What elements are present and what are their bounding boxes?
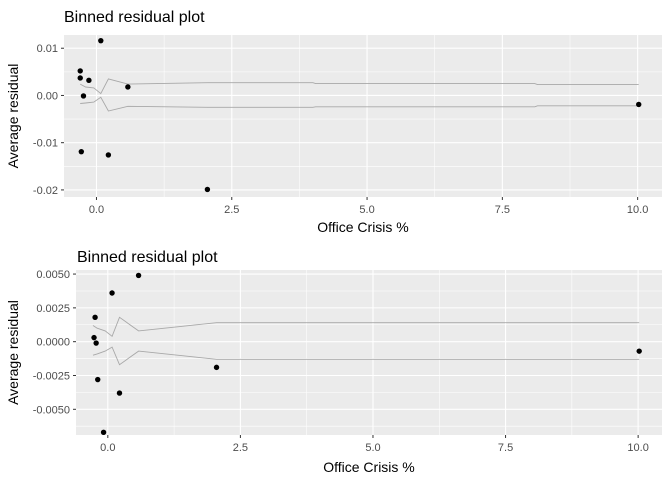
chart-title: Binned residual plot — [77, 249, 218, 266]
data-point — [98, 37, 104, 44]
data-point — [636, 348, 642, 354]
x-tick-label: 5.0 — [359, 204, 374, 216]
chart-panel-2: 0.0 2.5 5.0 7.5 10.0 -0.0050 -0.0025 0.0000 0.00… — [5, 249, 662, 475]
chart-panel-1: 0.0 2.5 5.0 7.5 10.0 -0.02 -0.01 0.00 0.01 Binned… — [5, 9, 662, 235]
data-point — [213, 364, 220, 371]
x-tick-label: 5.0 — [365, 442, 380, 454]
x-tick-label: 0.0 — [89, 204, 104, 216]
chart-title: Binned residual plot — [64, 9, 205, 26]
data-point — [77, 75, 83, 81]
data-point — [91, 334, 97, 341]
x-tick-label: 2.5 — [233, 442, 248, 454]
error-band-upper — [79, 78, 639, 95]
data-point — [100, 429, 107, 435]
x-tick-label: 10.0 — [627, 204, 648, 216]
plot-background — [64, 35, 662, 197]
error-band-lower — [80, 96, 639, 112]
y-tick-label: -0.01 — [33, 138, 58, 150]
data-point — [95, 376, 101, 383]
error-band-lower — [92, 346, 640, 366]
data-point — [125, 84, 131, 90]
x-tick-label: 0.0 — [100, 442, 115, 454]
y-tick-label: 0.00 — [37, 90, 58, 102]
x-axis-label: Office Crisis % — [317, 219, 409, 235]
y-tick-label: 0.0025 — [36, 303, 70, 315]
data-point — [77, 68, 83, 74]
data-point — [109, 290, 115, 296]
y-tick-label: -0.0050 — [33, 404, 70, 416]
data-point — [116, 390, 123, 396]
x-tick-label: 7.5 — [495, 204, 510, 216]
x-tick-label: 10.0 — [627, 442, 648, 454]
y-tick-label: 0.0050 — [36, 269, 70, 281]
data-point — [86, 77, 92, 84]
data-point — [135, 272, 142, 279]
error-band-upper — [92, 316, 640, 338]
x-tick-label: 2.5 — [224, 204, 239, 216]
plot-background — [76, 270, 662, 435]
x-tick-label: 7.5 — [498, 442, 513, 454]
y-tick-label: 0.0000 — [36, 337, 70, 349]
y-axis-label: Average residual — [5, 64, 21, 169]
data-point — [78, 148, 85, 155]
y-tick-label: -0.0025 — [33, 370, 70, 382]
y-axis-label: Average residual — [5, 300, 21, 405]
y-tick-label: -0.02 — [33, 185, 58, 197]
data-point — [92, 314, 98, 321]
y-tick-label: 0.01 — [37, 43, 58, 55]
data-point — [80, 93, 87, 99]
data-point — [105, 152, 112, 158]
data-point — [93, 340, 99, 346]
data-point — [204, 186, 211, 193]
data-point — [636, 101, 642, 108]
x-axis-label: Office Crisis % — [323, 459, 415, 475]
